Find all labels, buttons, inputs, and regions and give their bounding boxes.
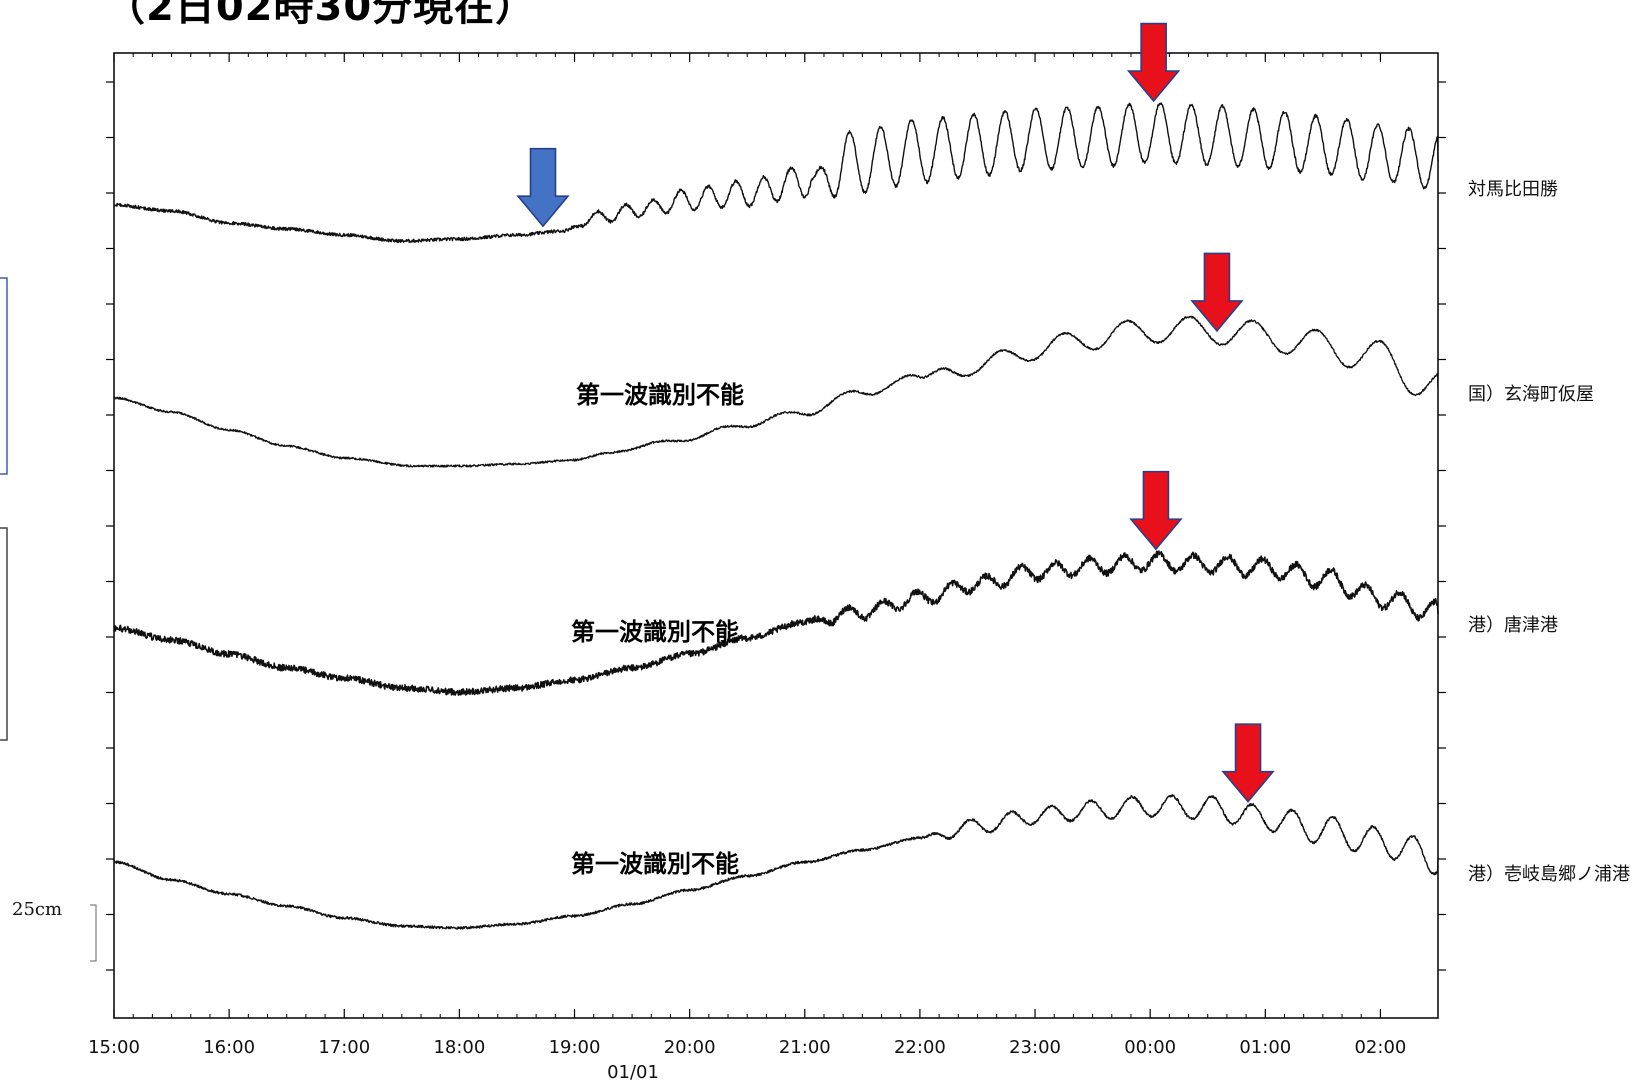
station-label: 港）唐津港 <box>1468 615 1558 636</box>
left-edge-panels <box>0 277 8 741</box>
scale-bar-label: 25cm <box>12 899 62 920</box>
scale-bar: 25cm <box>12 899 97 962</box>
first-wave-label: 第一波識別不能 <box>576 381 744 409</box>
max-wave-arrow-icon <box>1126 22 1181 103</box>
x-tick-label: 22:00 <box>894 1037 946 1058</box>
x-tick-label: 02:00 <box>1354 1037 1406 1058</box>
series-trace <box>113 794 1439 930</box>
series-trace <box>113 102 1439 244</box>
x-tick-label: 20:00 <box>664 1037 716 1058</box>
series-trace <box>113 315 1439 468</box>
plot-frame <box>113 52 1439 1019</box>
annotations: 対馬比田勝国）玄海町仮屋第一波識別不能港）唐津港第一波識別不能港）壱岐島郷ノ浦港… <box>516 22 1630 885</box>
x-tick-label: 00:00 <box>1124 1037 1176 1058</box>
x-tick-label: 21:00 <box>779 1037 831 1058</box>
x-axis-labels: 15:00 16:00 17:00 18:00 19:00 20:00 21:00 22:00… <box>88 1037 1406 1082</box>
station-label: 国）玄海町仮屋 <box>1468 384 1594 405</box>
x-tick-label: 18:00 <box>433 1037 485 1058</box>
x-tick-label: 23:00 <box>1009 1037 1061 1058</box>
left-blue-panel-edge <box>0 277 8 475</box>
max-wave-arrow-icon <box>1190 252 1244 333</box>
x-tick-label: 01:00 <box>1239 1037 1291 1058</box>
left-black-panel-edge <box>0 527 8 741</box>
first-wave-label: 第一波識別不能 <box>571 850 739 878</box>
x-date-label: 01/01 <box>607 1062 659 1082</box>
station-label: 港）壱岐島郷ノ浦港 <box>1468 864 1630 885</box>
x-tick-label: 15:00 <box>88 1037 140 1058</box>
max-wave-arrow-icon <box>1129 470 1183 551</box>
series-trace <box>113 550 1439 696</box>
first-wave-label: 第一波識別不能 <box>571 618 739 646</box>
station-label: 対馬比田勝 <box>1468 179 1558 200</box>
traces <box>113 102 1439 930</box>
max-wave-arrow-icon <box>1221 723 1275 803</box>
scale-bar-bracket <box>90 904 97 962</box>
page-title: （2日02時30分現在） <box>105 0 537 30</box>
x-tick-label: 19:00 <box>549 1037 601 1058</box>
axis-ticks <box>106 53 1446 1018</box>
x-tick-label: 17:00 <box>318 1037 370 1058</box>
x-tick-label: 16:00 <box>203 1037 255 1058</box>
first-wave-arrow-icon <box>516 147 570 228</box>
